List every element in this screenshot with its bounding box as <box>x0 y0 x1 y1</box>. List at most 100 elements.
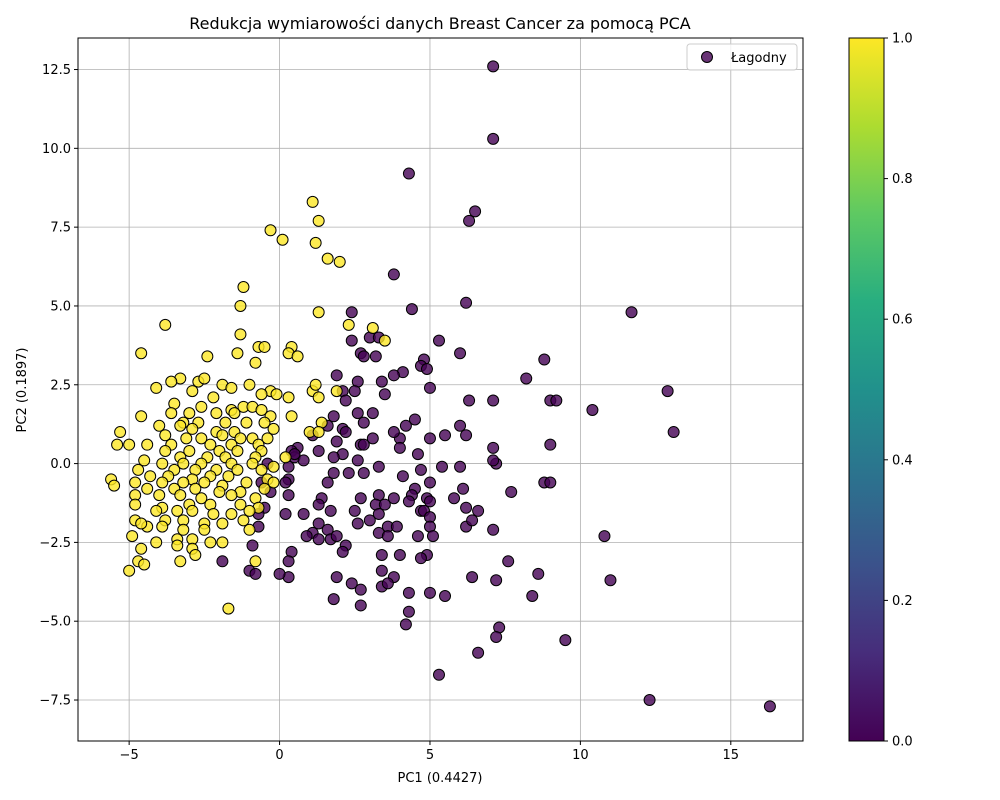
data-point <box>351 517 364 530</box>
data-point <box>144 470 157 483</box>
data-point <box>378 334 391 347</box>
data-point <box>249 567 262 580</box>
y-axis-ticks: −7.5 −5.0 −2.5 0.0 2.5 5.0 7.5 10.0 12.5 <box>39 63 78 709</box>
data-point <box>472 646 485 659</box>
data-point <box>135 410 148 423</box>
data-point <box>487 394 500 407</box>
data-point <box>258 416 271 429</box>
data-point <box>180 432 193 445</box>
data-point <box>171 539 184 552</box>
data-point <box>369 350 382 363</box>
data-point <box>312 306 325 319</box>
data-point <box>469 205 482 218</box>
data-point <box>454 460 467 473</box>
data-point <box>487 523 500 536</box>
data-point <box>171 504 184 517</box>
data-point <box>282 489 295 502</box>
data-point <box>387 268 400 281</box>
data-point <box>237 281 250 294</box>
data-point <box>339 394 352 407</box>
data-point <box>150 504 163 517</box>
data-point <box>159 429 172 442</box>
data-point <box>195 432 208 445</box>
data-point <box>207 391 220 404</box>
data-point <box>150 536 163 549</box>
data-point <box>487 60 500 73</box>
data-point <box>297 508 310 521</box>
data-point <box>177 476 190 489</box>
data-point <box>258 340 271 353</box>
data-point <box>586 403 599 416</box>
data-point <box>330 385 343 398</box>
data-point <box>399 419 412 432</box>
data-point <box>228 407 241 420</box>
data-point <box>246 539 259 552</box>
data-point <box>246 457 259 470</box>
data-point <box>186 504 199 517</box>
data-point <box>357 438 370 451</box>
data-points <box>105 60 776 713</box>
data-point <box>354 599 367 612</box>
data-point <box>763 700 776 713</box>
data-point <box>174 555 187 568</box>
data-point <box>186 385 199 398</box>
plot-frame <box>77 37 804 742</box>
data-point <box>195 400 208 413</box>
data-point <box>270 388 283 401</box>
data-point <box>195 492 208 505</box>
data-point <box>327 410 340 423</box>
data-point <box>544 476 557 489</box>
data-point <box>156 476 169 489</box>
data-point <box>366 432 379 445</box>
data-point <box>198 523 211 536</box>
y-tick-label: 7.5 <box>50 221 71 236</box>
data-point <box>423 381 436 394</box>
data-point <box>225 508 238 521</box>
data-point <box>439 589 452 602</box>
data-point <box>643 694 656 707</box>
data-point <box>387 492 400 505</box>
colorbar-tick-label: 0.8 <box>892 172 913 187</box>
colorbar-tick-label: 0.0 <box>892 735 913 750</box>
data-point <box>366 322 379 335</box>
y-tick-label: 2.5 <box>50 378 71 393</box>
data-point <box>411 448 424 461</box>
y-tick-label: −5.0 <box>39 615 71 630</box>
data-point <box>312 391 325 404</box>
data-point <box>306 195 319 208</box>
data-point <box>312 214 325 227</box>
data-point <box>135 347 148 360</box>
data-point <box>559 634 572 647</box>
data-point <box>426 530 439 543</box>
legend-label: Łagodny <box>730 51 787 66</box>
data-point <box>432 668 445 681</box>
data-point <box>345 306 358 319</box>
data-point <box>463 214 476 227</box>
colorbar-ticks: 0.0 0.2 0.4 0.6 0.8 1.0 <box>884 32 913 750</box>
data-point <box>487 132 500 145</box>
data-point <box>216 517 229 530</box>
data-point <box>258 482 271 495</box>
data-point <box>165 375 178 388</box>
x-axis-ticks: −5 0 5 10 15 <box>120 741 739 763</box>
legend-box <box>686 43 798 71</box>
data-point <box>375 375 388 388</box>
colorbar-gradient <box>848 37 885 742</box>
data-point <box>309 236 322 249</box>
colorbar-tick-label: 0.4 <box>892 453 913 468</box>
data-point <box>234 432 247 445</box>
data-point <box>372 508 385 521</box>
data-point <box>165 407 178 420</box>
data-point <box>300 530 313 543</box>
data-point <box>393 549 406 562</box>
data-point <box>255 463 268 476</box>
data-point <box>393 441 406 454</box>
data-point <box>279 476 292 489</box>
data-point <box>222 602 235 615</box>
data-point <box>237 514 250 527</box>
data-point <box>219 416 232 429</box>
data-point <box>487 441 500 454</box>
data-point <box>312 444 325 457</box>
data-point <box>210 407 223 420</box>
data-point <box>466 514 479 527</box>
